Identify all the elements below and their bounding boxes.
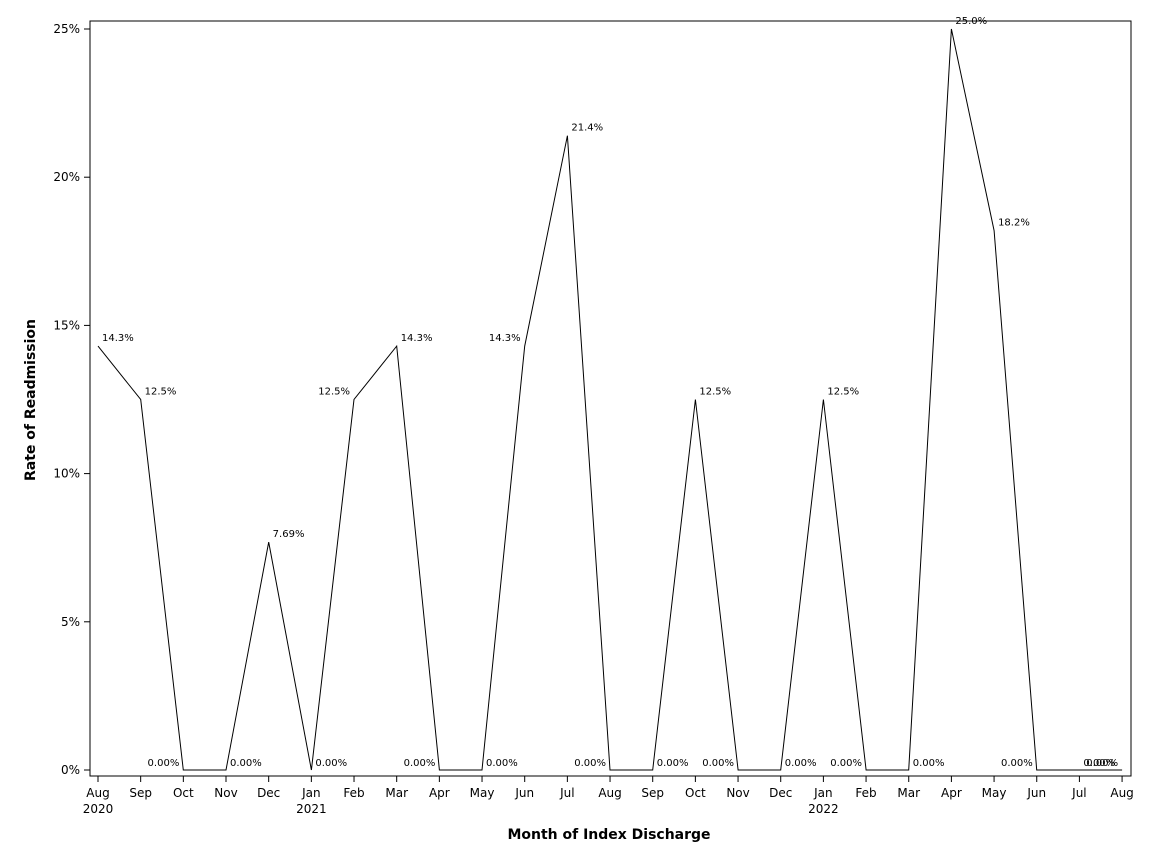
x-year-label: 2022 (808, 802, 839, 816)
x-tick-label: Mar (897, 786, 920, 800)
data-label: 0.00% (148, 758, 180, 769)
data-label: 0.00% (1083, 758, 1115, 769)
x-tick-label: Jan (813, 786, 833, 800)
y-axis-title: Rate of Readmission (23, 319, 39, 481)
x-tick-label: Jul (1071, 786, 1086, 800)
x-tick-label: Dec (257, 786, 280, 800)
data-label: 12.5% (699, 387, 731, 398)
x-tick-label: Feb (343, 786, 364, 800)
data-label: 0.00% (1086, 758, 1118, 769)
x-tick-label: May (470, 786, 495, 800)
data-label: 0.00% (702, 758, 734, 769)
data-label: 7.69% (273, 529, 305, 540)
y-axis: 0% 5% 10% 15% 20% 25% (53, 22, 90, 777)
y-tick-label: 5% (61, 615, 80, 629)
x-tick-label: Jan (301, 786, 321, 800)
x-tick-label: Aug (598, 786, 621, 800)
x-tick-label: Apr (941, 786, 962, 800)
series-group: 14.3% 12.5% 0.00% 0.00% 7.69% 0.00% 12.5% 14.3%… (97, 16, 1123, 771)
data-label: 0.00% (830, 758, 862, 769)
data-label: 14.3% (489, 333, 521, 344)
data-label: 0.00% (230, 758, 262, 769)
data-label: 12.5% (145, 387, 177, 398)
data-label: 21.4% (571, 123, 603, 134)
x-tick-label: Oct (173, 786, 194, 800)
data-label: 18.2% (998, 218, 1030, 229)
data-label: 0.00% (404, 758, 436, 769)
y-tick-label: 15% (53, 318, 80, 332)
x-tick-label: Nov (214, 786, 237, 800)
y-tick-label: 0% (61, 763, 80, 777)
data-label: 0.00% (1001, 758, 1033, 769)
x-tick-label: Aug (86, 786, 109, 800)
data-label: 0.00% (913, 758, 945, 769)
y-tick-label: 20% (53, 170, 80, 184)
series-line (97, 28, 1123, 771)
data-label: 0.00% (657, 758, 689, 769)
x-tick-label: Apr (429, 786, 450, 800)
data-label: 0.00% (574, 758, 606, 769)
x-tick-label: Dec (769, 786, 792, 800)
data-label: 12.5% (318, 387, 350, 398)
x-tick-label: Sep (641, 786, 664, 800)
data-label: 14.3% (401, 333, 433, 344)
data-label: 0.00% (486, 758, 518, 769)
x-axis-title: Month of Index Discharge (507, 827, 710, 843)
x-year-label: 2020 (83, 802, 114, 816)
data-label: 25.0% (955, 16, 987, 27)
x-tick-label: Nov (726, 786, 749, 800)
data-label: 0.00% (315, 758, 347, 769)
x-tick-label: Jun (514, 786, 534, 800)
y-tick-label: 25% (53, 22, 80, 36)
data-label: 12.5% (827, 387, 859, 398)
y-tick-label: 10% (53, 467, 80, 481)
x-tick-label: Sep (129, 786, 152, 800)
x-axis: Aug 2020 Sep Oct Nov Dec Jan 2021 Feb Mar Apr May Ju… (83, 776, 1134, 816)
data-label: 0.00% (785, 758, 817, 769)
x-tick-label: Feb (855, 786, 876, 800)
x-tick-label: Jun (1026, 786, 1046, 800)
x-tick-label: Oct (685, 786, 706, 800)
x-tick-label: Mar (385, 786, 408, 800)
x-year-label: 2021 (296, 802, 327, 816)
x-tick-label: Jul (559, 786, 574, 800)
x-tick-label: Aug (1110, 786, 1133, 800)
data-label: 14.3% (102, 333, 134, 344)
x-tick-label: May (982, 786, 1007, 800)
